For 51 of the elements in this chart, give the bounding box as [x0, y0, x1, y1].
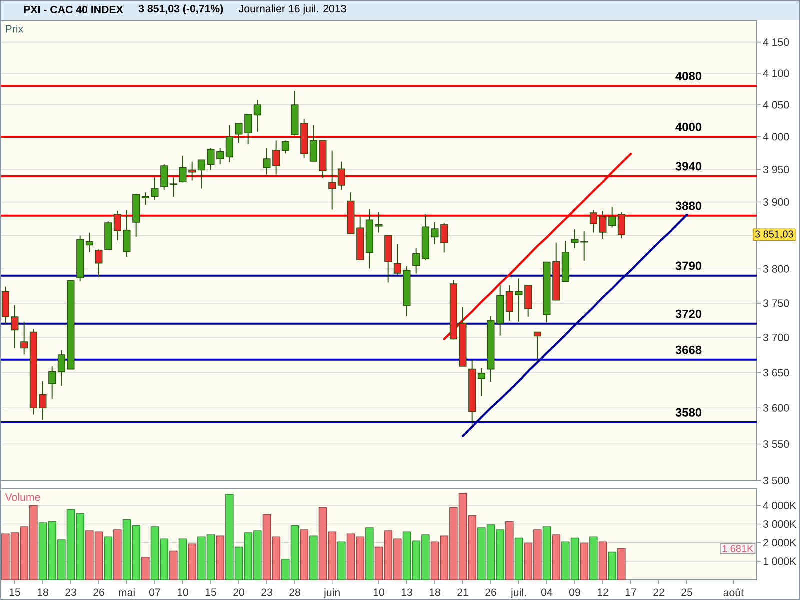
bar	[542, 526, 552, 580]
x-tick-label: 10	[178, 588, 188, 596]
x-tick-label: 22	[654, 588, 664, 596]
bar	[216, 536, 224, 580]
bar	[104, 536, 112, 580]
bar	[114, 530, 122, 580]
x-tick-label: mai	[119, 588, 135, 596]
x-tick-label: 10	[374, 588, 384, 596]
x-tick-label: 28	[290, 588, 300, 596]
x-tick-label: 25	[682, 588, 692, 596]
x-tick-label: 15	[206, 588, 216, 596]
x-tick-label: 17	[626, 588, 636, 596]
bar	[366, 528, 374, 580]
bar	[506, 521, 514, 580]
bar	[514, 538, 524, 580]
bar	[590, 536, 598, 580]
bar	[178, 538, 188, 580]
x-tick-label: 04	[542, 588, 553, 596]
y-tick-label: 4 000K	[763, 502, 797, 510]
bar	[310, 536, 318, 580]
bar	[170, 550, 178, 580]
x-tick-label: 18	[430, 588, 440, 596]
x-tick-label: 15	[10, 588, 20, 596]
x-tick-label: 18	[38, 588, 48, 596]
bar	[552, 534, 560, 580]
annotation: 1 681K	[722, 545, 754, 552]
x-tick-label: 26	[486, 588, 496, 596]
x-tick-label: 07	[150, 588, 160, 596]
bar	[300, 530, 308, 580]
x-tick-label: juin	[324, 588, 340, 599]
bar	[338, 542, 346, 580]
bar	[142, 556, 150, 580]
y-tick-label: 3 000K	[763, 520, 797, 528]
bar	[580, 542, 588, 580]
x-tick-label: 23	[66, 588, 76, 596]
x-tick-label: 20	[234, 588, 244, 596]
x-tick-label: 09	[570, 588, 580, 596]
bar	[598, 542, 608, 580]
x-tick-label: 26	[94, 588, 104, 596]
x-tick-label: 23	[262, 588, 272, 596]
x-tick-label: 12	[598, 588, 608, 596]
y-tick-label: 2 000K	[764, 539, 797, 547]
y-tick-label: 1 000K	[764, 558, 797, 566]
bar	[188, 544, 196, 580]
x-tick-label: 21	[458, 588, 468, 596]
bar	[618, 548, 626, 580]
x-tick-label: août	[724, 588, 744, 597]
x-tick-label: 13	[402, 588, 412, 596]
x-tick-label: juil.	[510, 588, 526, 599]
y-axis-title: Volume	[5, 493, 40, 502]
bar	[608, 552, 616, 580]
